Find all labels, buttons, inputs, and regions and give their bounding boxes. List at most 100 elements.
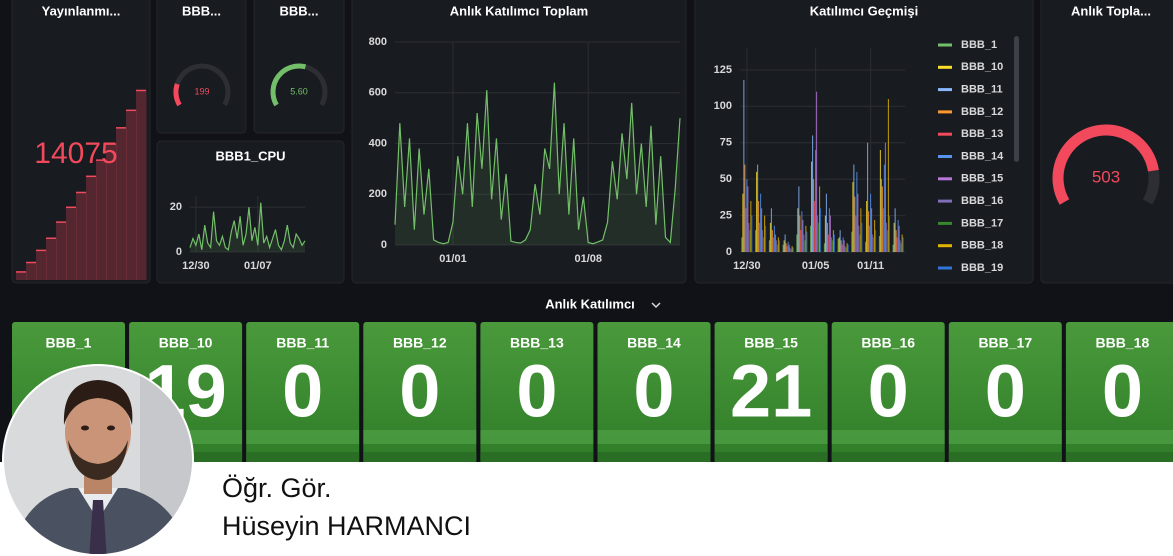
bar xyxy=(875,230,876,252)
bar xyxy=(763,237,764,252)
bar xyxy=(748,223,749,252)
area-step xyxy=(36,250,47,280)
bar xyxy=(776,240,777,252)
bar xyxy=(842,245,843,252)
bar xyxy=(881,179,882,252)
bar xyxy=(894,223,895,252)
stat-tile: BBB_140 xyxy=(598,322,711,462)
tile-name: BBB_13 xyxy=(510,335,564,351)
person-name: Hüseyin HARMANCI xyxy=(222,511,471,541)
bar xyxy=(847,243,848,252)
bar xyxy=(788,242,789,252)
bar xyxy=(855,216,856,252)
panel-title: BBB... xyxy=(182,3,221,18)
area-step xyxy=(76,192,87,280)
bar xyxy=(741,237,742,252)
stat-value: 14075 xyxy=(34,137,117,170)
bar xyxy=(802,220,803,252)
y-tick-label: 200 xyxy=(369,188,387,200)
gauge-label: 503 xyxy=(1092,167,1120,186)
bar xyxy=(801,211,802,252)
bar xyxy=(775,235,776,252)
bar xyxy=(792,246,793,252)
tile-next-row xyxy=(246,452,359,462)
bar xyxy=(756,172,757,252)
bar xyxy=(749,230,750,252)
bar xyxy=(882,186,883,252)
tile-next-row xyxy=(480,452,593,462)
bar xyxy=(844,240,845,252)
bar xyxy=(887,230,888,252)
bar xyxy=(883,208,884,252)
bar xyxy=(860,208,861,252)
y-tick-label: 800 xyxy=(369,36,387,48)
bar xyxy=(826,194,827,252)
tile-name: BBB_15 xyxy=(744,335,798,351)
tile-value: 0 xyxy=(633,350,674,433)
panel: BBB...199 xyxy=(157,0,246,133)
bar xyxy=(744,165,745,252)
bar xyxy=(901,243,902,252)
tile-next-row xyxy=(1066,452,1173,462)
bar xyxy=(899,226,900,252)
legend-label: BBB_14 xyxy=(961,150,1004,162)
legend-label: BBB_1 xyxy=(961,39,997,51)
stat-tile: BBB_160 xyxy=(832,322,945,462)
legend-label: BBB_10 xyxy=(961,61,1003,73)
stat-tile: BBB_110 xyxy=(246,322,359,462)
tile-name: BBB_18 xyxy=(1096,335,1150,351)
bar xyxy=(759,223,760,252)
y-tick-label: 400 xyxy=(369,137,387,149)
tile-name: BBB_10 xyxy=(159,335,213,351)
legend-label: BBB_15 xyxy=(961,173,1003,185)
panel-title: Yayınlanmı... xyxy=(42,3,121,18)
bar xyxy=(773,237,774,252)
legend-label: BBB_18 xyxy=(961,240,1003,252)
bar xyxy=(750,201,751,252)
area-step xyxy=(126,110,137,280)
bar xyxy=(784,240,785,252)
area-step xyxy=(136,90,147,280)
area-step xyxy=(56,222,67,280)
area-step xyxy=(16,272,27,280)
row-title[interactable]: Anlık Katılımcı xyxy=(545,296,635,311)
bar xyxy=(811,162,812,252)
x-tick-label: 12/30 xyxy=(733,260,761,272)
bar xyxy=(770,223,771,252)
tile-value: 0 xyxy=(1102,350,1143,433)
panel: Anlık Topla...503 xyxy=(1041,0,1173,283)
bar xyxy=(843,237,844,252)
bar xyxy=(834,235,835,252)
bar xyxy=(786,243,787,252)
bar xyxy=(885,143,886,252)
bar xyxy=(832,240,833,252)
bar xyxy=(872,235,873,252)
panel: Yayınlanmı... 14075 xyxy=(12,0,150,283)
bar xyxy=(762,230,763,252)
dashboard: Yayınlanmı... 14075 BBB...199BBB... 5.60 BBB… xyxy=(0,0,1173,556)
bar xyxy=(799,216,800,252)
bar xyxy=(870,194,871,252)
bar xyxy=(848,245,849,252)
bar xyxy=(903,237,904,252)
stat-tile: BBB_130 xyxy=(480,322,593,462)
bar xyxy=(893,245,894,252)
bar xyxy=(902,235,903,252)
x-tick-label: 01/01 xyxy=(439,253,467,265)
area-step xyxy=(66,207,77,280)
legend-label: BBB_11 xyxy=(961,84,1003,96)
stat-tile: BBB_180 xyxy=(1066,322,1173,462)
bar xyxy=(896,230,897,252)
bar xyxy=(897,237,898,252)
bar xyxy=(858,226,859,252)
x-tick-label: 12/30 xyxy=(182,260,210,272)
gauge-label: 5.60 xyxy=(290,86,308,96)
bar xyxy=(760,194,761,252)
stat-tile: BBB_170 xyxy=(949,322,1062,462)
bar xyxy=(829,208,830,252)
bar xyxy=(772,230,773,252)
bar xyxy=(796,235,797,252)
bar xyxy=(856,172,857,252)
bar xyxy=(804,240,805,252)
